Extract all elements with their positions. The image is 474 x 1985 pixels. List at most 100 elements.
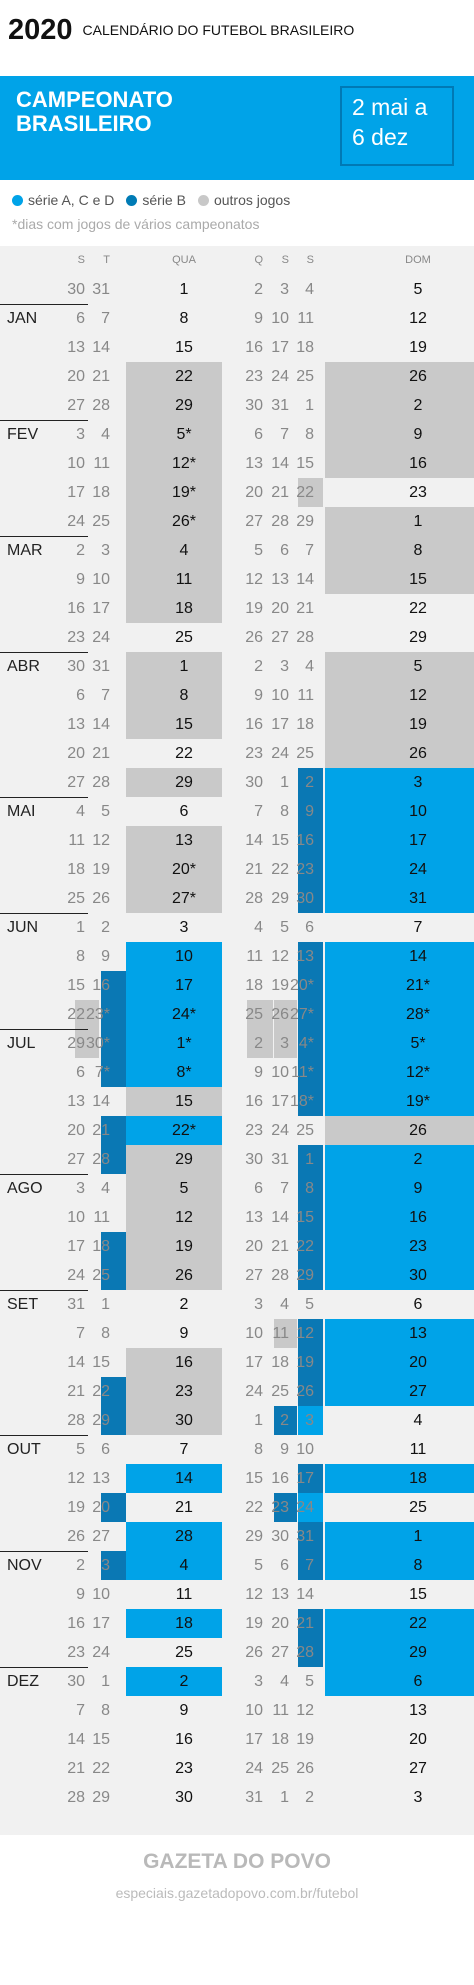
day-cell: 1 — [101, 1296, 110, 1313]
serie-b-mark — [298, 971, 323, 1000]
serie-b-mark — [298, 826, 323, 855]
day-cell: 5* — [410, 1035, 426, 1052]
day-cell: 20 — [271, 600, 289, 617]
serie-b-mark — [298, 884, 323, 913]
day-cell: 22 — [271, 861, 289, 878]
serie-acd-mark — [325, 1551, 474, 1580]
serie-acd-mark — [325, 797, 474, 826]
serie-acd-mark — [126, 1609, 222, 1638]
day-cell: 30 — [67, 1673, 85, 1690]
day-cell: 7* — [94, 1064, 110, 1081]
day-cell: 20* — [289, 977, 314, 994]
serie-b-mark — [298, 1232, 323, 1261]
day-cell: 18 — [67, 861, 85, 878]
day-cell: 23 — [245, 1122, 263, 1139]
day-cell: 26 — [92, 890, 110, 907]
day-cell: 30 — [67, 281, 85, 298]
day-cell: 25 — [175, 1644, 193, 1661]
day-cell: 17 — [175, 977, 193, 994]
day-cell: 9 — [101, 948, 110, 965]
day-cell: 7 — [76, 1325, 85, 1342]
serie-acd-mark — [126, 1116, 222, 1145]
legend-note: *dias com jogos de vários campeonatos — [12, 216, 260, 232]
day-cell: 20 — [67, 368, 85, 385]
day-cell: 19 — [409, 716, 427, 733]
day-cell: 22 — [175, 745, 193, 762]
day-cell: 13 — [409, 1325, 427, 1342]
day-cell: 6 — [305, 919, 314, 936]
other-games-mark — [325, 362, 474, 391]
serie-b-mark — [298, 1551, 323, 1580]
day-cell: 15 — [175, 1093, 193, 1110]
day-cell: 20 — [409, 1731, 427, 1748]
month-divider — [0, 304, 88, 305]
day-cell: 1 — [413, 513, 423, 530]
day-cell: 26 — [296, 1760, 314, 1777]
day-cell: 3 — [76, 1180, 85, 1197]
day-cell: 3 — [305, 1412, 314, 1429]
day-cell: 23 — [67, 629, 85, 646]
day-cell: 4 — [413, 1412, 423, 1429]
day-cell: 1* — [176, 1035, 192, 1052]
day-cell: 1 — [179, 658, 189, 675]
serie-b-mark — [298, 1464, 323, 1493]
day-cell: 21 — [67, 1760, 85, 1777]
day-cell: 23 — [245, 745, 263, 762]
day-cell: 3 — [179, 919, 189, 936]
other-games-mark — [325, 449, 474, 478]
day-cell: 4 — [305, 281, 314, 298]
day-cell: 7 — [413, 919, 423, 936]
serie-b-mark — [298, 1203, 323, 1232]
year-title: 2020 — [8, 13, 73, 46]
day-cell: 2 — [254, 1035, 263, 1052]
day-cell: 5 — [179, 1180, 189, 1197]
day-cell: 5 — [413, 281, 423, 298]
serie-b-mark — [101, 1406, 126, 1435]
day-cell: 22 — [409, 600, 427, 617]
day-cell: 28 — [92, 397, 110, 414]
month-label: JUL — [7, 1035, 36, 1052]
month-divider — [0, 1290, 88, 1291]
day-cell: 14 — [92, 339, 110, 356]
serie-b-mark — [101, 1493, 126, 1522]
day-cell: 10 — [271, 687, 289, 704]
day-cell: 7 — [305, 542, 314, 559]
day-cell: 4 — [305, 658, 314, 675]
day-cell: 5 — [305, 1296, 314, 1313]
day-cell: 5* — [176, 426, 192, 443]
day-cell: 2 — [413, 1151, 423, 1168]
day-cell: 26 — [271, 1006, 289, 1023]
day-cell: 25 — [92, 1267, 110, 1284]
day-cell: 12 — [409, 687, 427, 704]
day-cell: 3 — [280, 1035, 289, 1052]
day-cell: 17 — [67, 484, 85, 501]
day-cell: 19 — [271, 977, 289, 994]
day-cell: 29 — [296, 513, 314, 530]
serie-acd-mark — [298, 1406, 323, 1435]
day-cell: 27 — [245, 513, 263, 530]
day-cell: 14 — [67, 1731, 85, 1748]
day-cell: 28* — [405, 1006, 431, 1023]
day-cell: 8 — [179, 687, 189, 704]
day-cell: 3 — [101, 1557, 110, 1574]
day-cell: 15 — [409, 1586, 427, 1603]
day-cell: 24 — [245, 1760, 263, 1777]
day-cell: 7 — [76, 1702, 85, 1719]
serie-b-mark — [101, 1551, 126, 1580]
day-cell: 17 — [245, 1731, 263, 1748]
day-cell: 15 — [175, 716, 193, 733]
day-cell: 18 — [175, 600, 193, 617]
weekday-header: S — [281, 254, 289, 266]
day-cell: 20 — [67, 1122, 85, 1139]
day-cell: 16 — [92, 977, 110, 994]
day-cell: 14 — [245, 832, 263, 849]
day-cell: 28 — [245, 890, 263, 907]
day-cell: 31 — [271, 1151, 289, 1168]
other-games-mark — [126, 1261, 222, 1290]
day-cell: 19 — [245, 1615, 263, 1632]
serie-b-mark — [298, 797, 323, 826]
day-cell: 29 — [175, 1151, 193, 1168]
day-cell: 18 — [409, 1470, 427, 1487]
day-cell: 17 — [92, 600, 110, 617]
